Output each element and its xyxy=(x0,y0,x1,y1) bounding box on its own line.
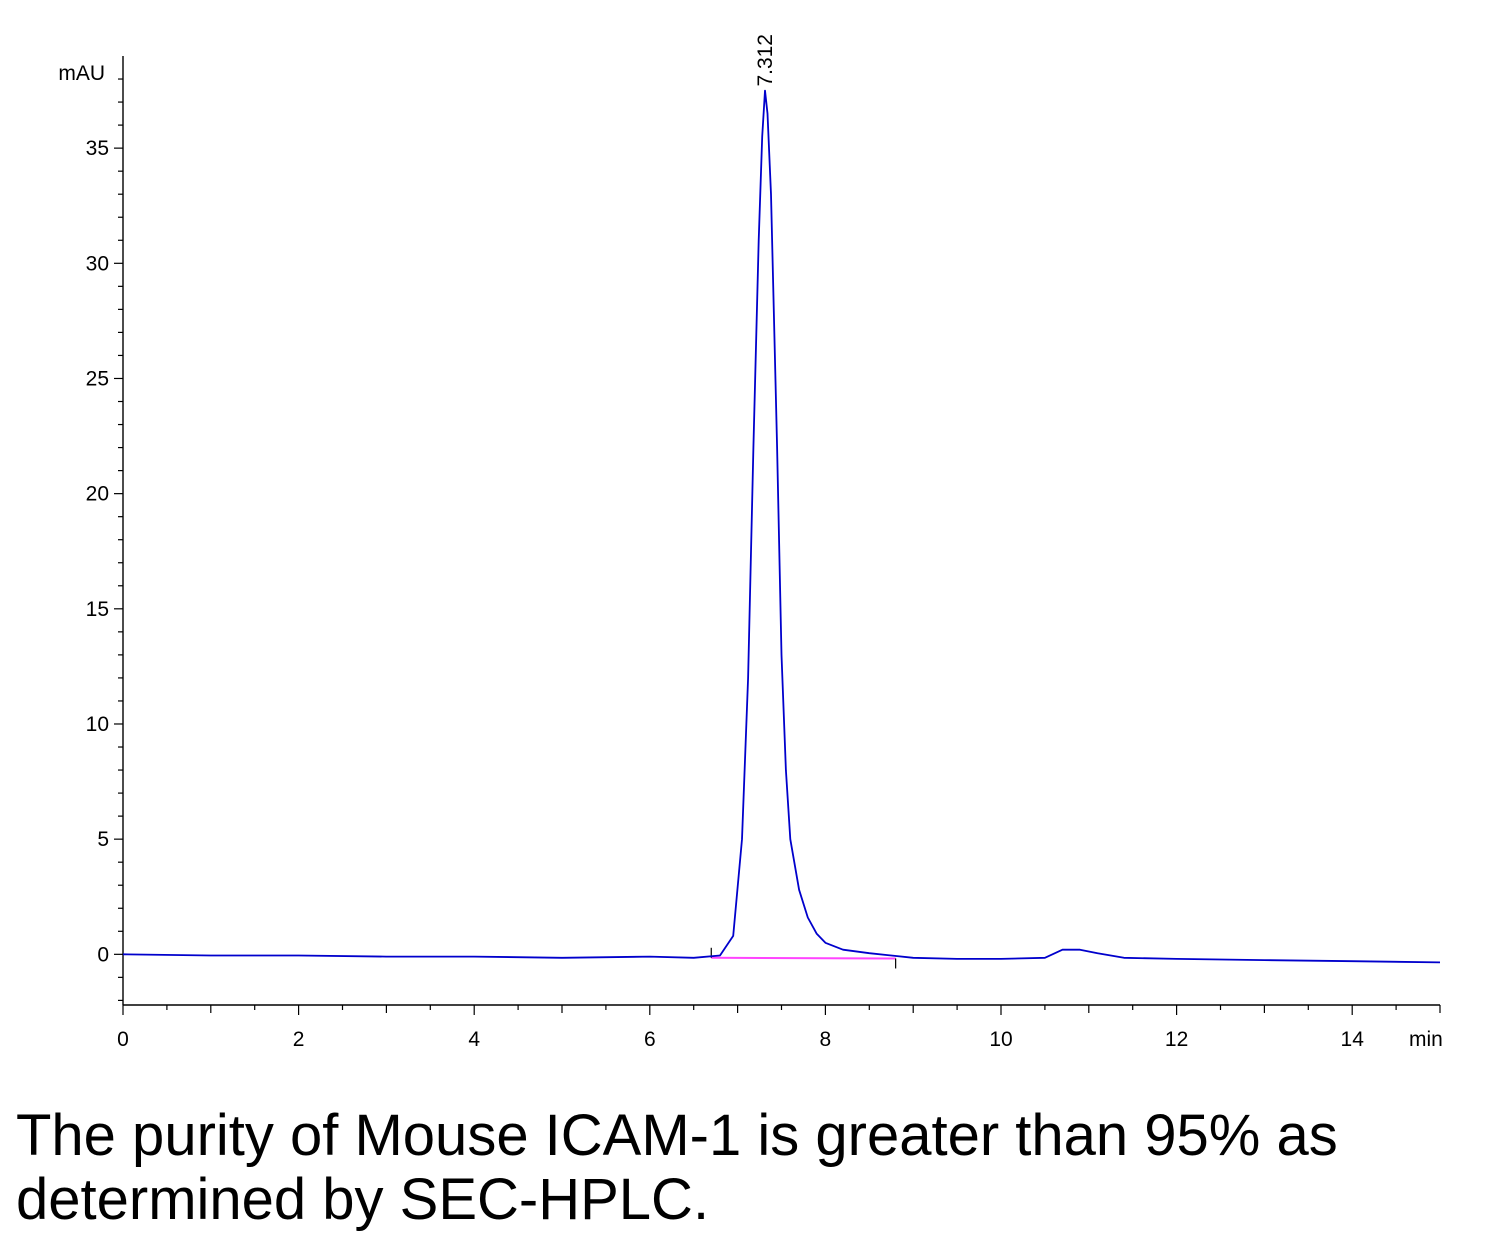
x-tick-label: 2 xyxy=(293,1028,305,1051)
series-group: 7.312 xyxy=(122,34,1441,969)
x-axis-ticks: 0 2 4 6 8 10 12 14 xyxy=(117,1005,1441,1051)
x-tick-label: 6 xyxy=(644,1028,656,1051)
y-tick-label: 20 xyxy=(86,483,109,506)
y-axis-ticks: 0 5 10 15 20 25 30 35 xyxy=(86,78,123,1001)
y-tick-label: 0 xyxy=(97,943,109,966)
chromatogram-trace xyxy=(122,89,1441,964)
axes xyxy=(122,56,1440,1006)
y-tick-label: 25 xyxy=(86,367,109,390)
integration-baseline xyxy=(711,956,896,960)
x-tick-label: 0 xyxy=(117,1028,129,1051)
x-tick-label: 12 xyxy=(1165,1028,1188,1051)
y-tick-label: 15 xyxy=(86,598,109,621)
y-tick-label: 30 xyxy=(86,252,109,275)
x-tick-label: 10 xyxy=(989,1028,1012,1051)
peak-label: 7.312 xyxy=(754,34,777,87)
y-axis-unit: mAU xyxy=(58,62,105,85)
x-tick-label: 4 xyxy=(468,1028,480,1051)
chromatogram-svg: 0 5 10 15 20 25 30 35 0 2 4 6 8 10 12 14 7.312 mAU min xyxy=(58,34,1443,1051)
x-axis-unit: min xyxy=(1409,1028,1443,1051)
x-tick-label: 8 xyxy=(820,1028,832,1051)
chromatogram-chart: 0 5 10 15 20 25 30 35 0 2 4 6 8 10 12 14 7.312 mAU min xyxy=(58,34,1443,1051)
y-tick-label: 10 xyxy=(86,713,109,736)
x-tick-label: 14 xyxy=(1341,1028,1365,1051)
y-tick-label: 35 xyxy=(86,137,109,160)
y-tick-label: 5 xyxy=(97,828,109,851)
figure-caption: The purity of Mouse ICAM-1 is greater th… xyxy=(16,1103,1338,1232)
